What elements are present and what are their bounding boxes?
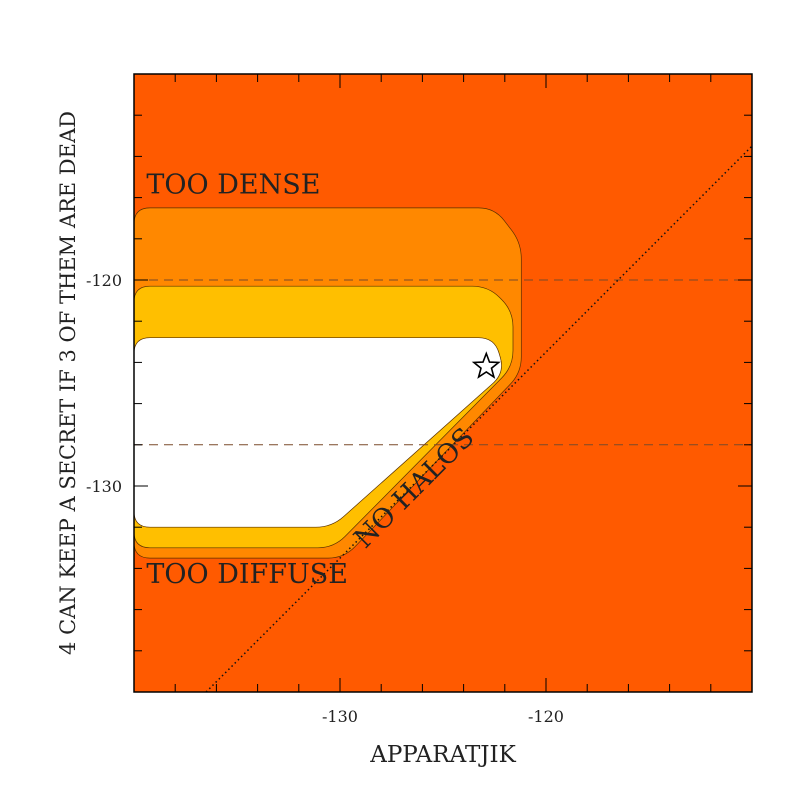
y-axis-label: 4 CAN KEEP A SECRET IF 3 OF THEM ARE DEA…	[56, 111, 80, 655]
annotation-too-diffuse: TOO DIFFUSE	[146, 559, 348, 590]
region-inner	[134, 337, 502, 528]
plot-frame	[133, 73, 753, 693]
star-marker	[471, 351, 501, 379]
annotation-too-dense: TOO DENSE	[146, 169, 320, 200]
y-tick-label: -120	[86, 271, 122, 290]
y-tick-label: -130	[86, 477, 122, 496]
x-tick-label: -120	[528, 707, 564, 726]
x-axis-label: APPARATJIK	[369, 742, 516, 768]
x-tick-label: -130	[322, 707, 358, 726]
